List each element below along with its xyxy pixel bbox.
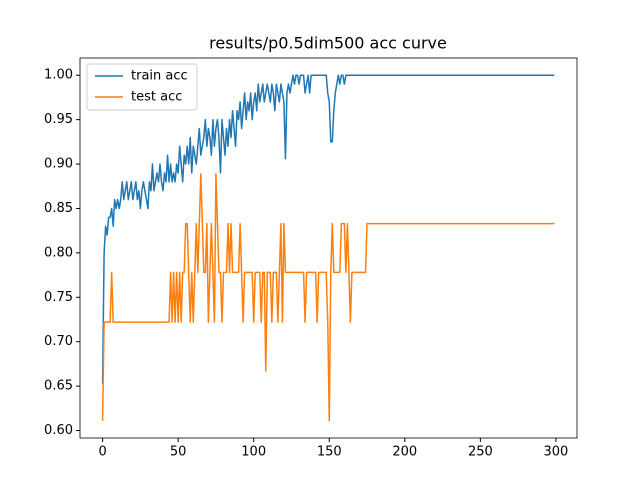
x-tick-label: 200 <box>392 445 417 460</box>
x-tick-label: 250 <box>468 445 493 460</box>
legend-label: train acc <box>131 69 188 84</box>
y-tick-label: 0.90 <box>44 157 73 172</box>
series-line <box>101 74 555 384</box>
y-tick-label: 0.60 <box>44 423 73 438</box>
y-tick-label: 0.65 <box>44 379 73 394</box>
x-tick-label: 50 <box>170 445 187 460</box>
x-tick-label: 300 <box>544 445 569 460</box>
y-tick-label: 0.75 <box>44 290 73 305</box>
chart-title: results/p0.5dim500 acc curve <box>209 34 447 53</box>
y-tick-label: 0.70 <box>44 334 73 349</box>
y-tick-label: 0.85 <box>44 201 73 216</box>
x-tick-label: 100 <box>241 445 266 460</box>
plot-frame <box>79 57 578 439</box>
x-tick-label: 0 <box>98 445 106 460</box>
legend-label: test acc <box>131 90 182 105</box>
y-tick-label: 1.00 <box>44 68 73 83</box>
x-tick-label: 150 <box>317 445 342 460</box>
series-line <box>101 173 555 422</box>
y-tick-label: 0.95 <box>44 112 73 127</box>
y-tick-label: 0.80 <box>44 245 73 260</box>
